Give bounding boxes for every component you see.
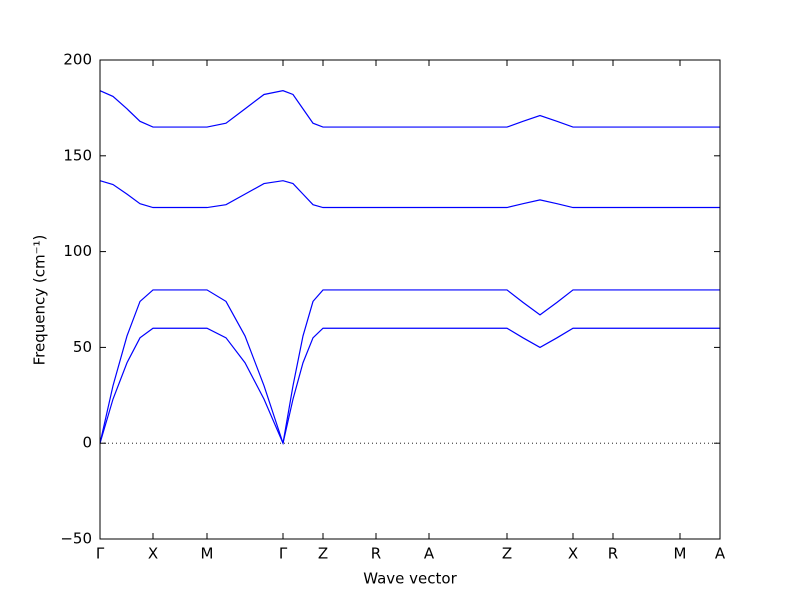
x-tick-label: R xyxy=(371,545,381,563)
band-line xyxy=(99,180,720,209)
x-tick-label: X xyxy=(568,545,578,563)
x-tick-label: Γ xyxy=(96,545,105,563)
y-axis-label: Frequency (cm⁻¹) xyxy=(31,235,49,366)
x-tick-label: A xyxy=(715,545,726,563)
x-tick-label: Z xyxy=(502,545,512,563)
y-tick-label: 100 xyxy=(63,242,92,260)
y-tick-label: −50 xyxy=(60,530,92,548)
y-tick-label: 200 xyxy=(63,51,92,69)
x-tick-label: X xyxy=(148,545,158,563)
x-tick-label: A xyxy=(424,545,435,563)
band-line xyxy=(99,289,720,444)
x-tick-label: Γ xyxy=(279,545,288,563)
y-tick-label: 50 xyxy=(73,338,92,356)
band-line xyxy=(99,90,720,128)
x-tick-label: Z xyxy=(318,545,328,563)
y-tick-label: 0 xyxy=(82,434,92,452)
x-tick-label: M xyxy=(674,545,687,563)
band-line xyxy=(99,327,720,446)
x-axis-label: Wave vector xyxy=(363,570,457,588)
plot-frame xyxy=(99,59,721,540)
x-tick-label: M xyxy=(201,545,214,563)
y-tick-label: 150 xyxy=(63,146,92,164)
x-tick-label: R xyxy=(608,545,618,563)
